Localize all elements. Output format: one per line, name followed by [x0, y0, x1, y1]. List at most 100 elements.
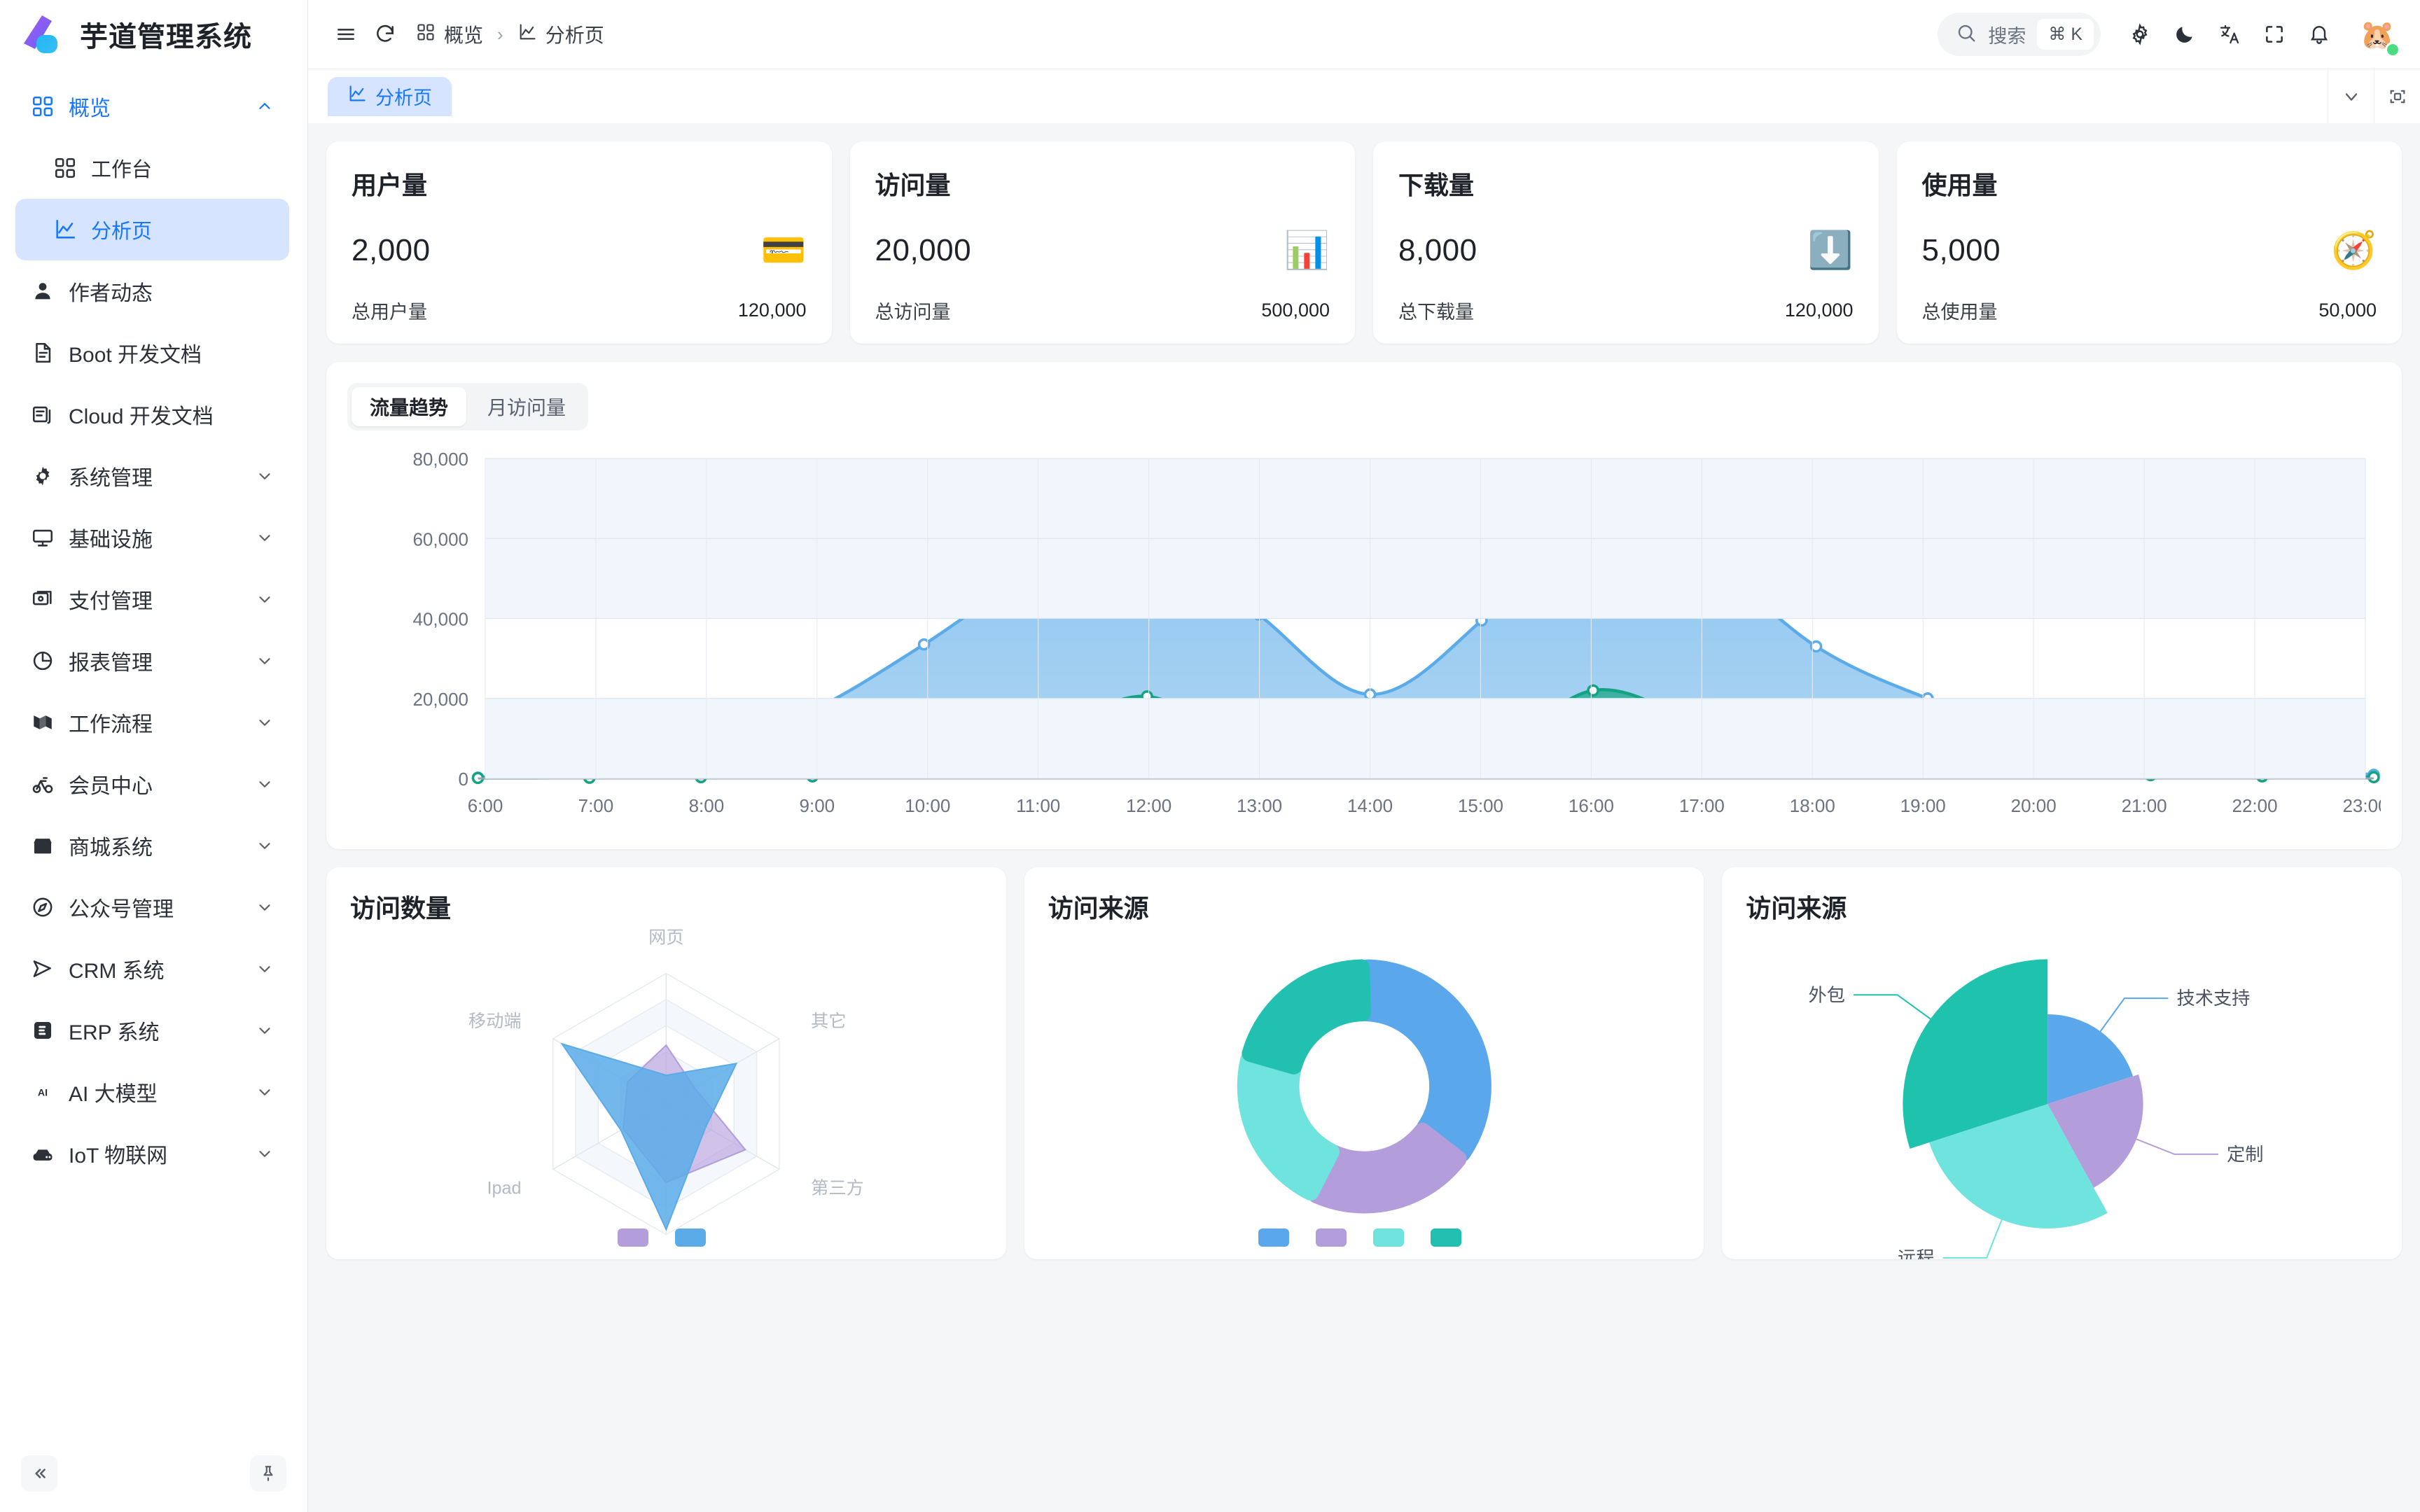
sidebar-item-label: 支付管理	[69, 590, 153, 613]
chevron-down-icon[interactable]	[256, 1021, 274, 1040]
sidebar-item-2[interactable]: 分析页	[15, 199, 289, 260]
sidebar-item-label: IoT 物联网	[69, 1144, 168, 1168]
sidebar-item-0[interactable]: 概览	[15, 76, 289, 137]
svg-text:20,000: 20,000	[412, 689, 468, 710]
wallet-icon	[31, 587, 59, 611]
sidebar-item-15[interactable]: ERP 系统	[15, 1000, 289, 1061]
stat-total-value: 120,000	[737, 300, 807, 321]
legend-swatch	[1316, 1228, 1347, 1247]
breadcrumb-label: 分析页	[545, 24, 604, 46]
pie-label: 技术支持	[2177, 988, 2251, 1009]
svg-text:21:00: 21:00	[2122, 795, 2167, 816]
sidebar-item-11[interactable]: 会员中心	[15, 753, 289, 815]
trend-tab-traffic[interactable]: 流量趋势	[352, 387, 467, 426]
sidebar-item-6[interactable]: 系统管理	[15, 445, 289, 507]
topbar-actions: 搜索 ⌘ K	[1938, 13, 2400, 57]
content: 用户量 2,000 💳 总用户量 120,000 访问量 20,000 📊 总访问量 500,00…	[308, 123, 2420, 1512]
chevron-down-icon[interactable]	[256, 467, 274, 485]
fullscreen-content-icon[interactable]	[2374, 69, 2420, 124]
sidebar-item-label: 系统管理	[69, 467, 153, 490]
sidebar-item-1[interactable]: 工作台	[15, 137, 289, 199]
send-icon	[31, 957, 59, 981]
chevron-down-icon[interactable]	[256, 1144, 274, 1163]
svg-text:16:00: 16:00	[1569, 795, 1614, 816]
legend-item-0[interactable]	[1258, 1228, 1298, 1247]
archive-icon	[31, 402, 59, 426]
stat-value: 5,000	[1921, 233, 2001, 267]
dark-mode-icon[interactable]	[2165, 15, 2204, 54]
chevron-down-icon[interactable]	[256, 960, 274, 978]
legend-item-1[interactable]	[1316, 1228, 1355, 1247]
chevron-down-icon[interactable]	[256, 713, 274, 732]
legend-item-1[interactable]	[675, 1228, 714, 1247]
search-placeholder: 搜索	[1988, 25, 2026, 47]
stat-title: 下载量	[1398, 171, 1475, 200]
chevron-down-icon[interactable]	[256, 898, 274, 916]
legend-item-0[interactable]	[618, 1228, 657, 1247]
chevron-down-icon[interactable]	[256, 528, 274, 547]
sidebar-item-label: Cloud 开发文档	[69, 405, 214, 428]
stat-title: 使用量	[1921, 171, 1998, 200]
fullscreen-icon[interactable]	[2255, 15, 2294, 54]
svg-text:Ipad: Ipad	[487, 1179, 521, 1198]
language-icon[interactable]	[2210, 15, 2249, 54]
tab-analysis[interactable]: 分析页	[328, 76, 452, 116]
stat-value: 20,000	[875, 233, 972, 267]
sidebar-item-4[interactable]: Boot 开发文档	[15, 322, 289, 384]
sidebar-item-9[interactable]: 报表管理	[15, 630, 289, 692]
grid-icon	[31, 94, 59, 118]
sidebar-item-label: 概览	[69, 97, 111, 120]
donut-legend	[1024, 1228, 1704, 1247]
trend-tab-monthly[interactable]: 月访问量	[487, 397, 566, 419]
breadcrumb-item-overview[interactable]: 概览	[416, 20, 483, 48]
refresh-icon[interactable]	[366, 15, 405, 54]
search-input[interactable]: 搜索 ⌘ K	[1938, 13, 2101, 56]
svg-text:15:00: 15:00	[1458, 795, 1503, 816]
sidebar-item-label: 会员中心	[69, 775, 153, 798]
sidebar-item-17[interactable]: IoT 物联网	[15, 1123, 289, 1184]
sidebar-item-10[interactable]: 工作流程	[15, 692, 289, 753]
sidebar-item-5[interactable]: Cloud 开发文档	[15, 384, 289, 445]
chevron-down-icon[interactable]	[256, 775, 274, 793]
sidebar-item-16[interactable]: AI AI 大模型	[15, 1061, 289, 1123]
main-area: 概览 › 分析页	[308, 0, 2420, 1512]
chevron-down-icon[interactable]	[256, 652, 274, 670]
avatar[interactable]: 🐹	[2356, 13, 2400, 57]
chevron-down-icon[interactable]	[256, 1083, 274, 1101]
legend-item-2[interactable]	[1373, 1228, 1412, 1247]
notification-icon[interactable]	[2300, 15, 2339, 54]
sidebar-item-3[interactable]: 作者动态	[15, 260, 289, 322]
svg-text:10:00: 10:00	[905, 795, 950, 816]
shop-icon	[31, 834, 59, 858]
svg-text:13:00: 13:00	[1237, 795, 1282, 816]
sidebar-item-13[interactable]: 公众号管理	[15, 876, 289, 938]
sidebar-item-12[interactable]: 商城系统	[15, 815, 289, 876]
svg-text:第三方: 第三方	[811, 1179, 864, 1198]
chevron-down-icon[interactable]	[256, 836, 274, 855]
settings-icon[interactable]	[2120, 15, 2160, 54]
brand[interactable]: 芋道管理系统	[0, 0, 307, 69]
pie-percent-icon: 📊	[1284, 230, 1330, 271]
pie-label: 外包	[1809, 984, 1845, 1005]
chevron-down-icon[interactable]	[256, 590, 274, 608]
traffic-trend-card: 流量趋势 月访问量 0 20,000 40,000 60,000 80,000 6:00 7…	[326, 362, 2402, 849]
svg-text:网页: 网页	[648, 927, 683, 947]
grid-icon	[416, 22, 436, 47]
breadcrumb-item-analysis[interactable]: 分析页	[517, 20, 604, 48]
credit-card-icon: 💳	[760, 230, 807, 271]
chevron-up-icon[interactable]	[256, 97, 274, 115]
pin-icon[interactable]	[250, 1455, 286, 1492]
collapse-sidebar-button[interactable]	[21, 1455, 57, 1492]
rose-chart: 技术支持 定制 远程 外包	[1722, 927, 2402, 1259]
legend-item-3[interactable]	[1431, 1228, 1470, 1247]
chevron-down-icon[interactable]	[2328, 69, 2374, 124]
svg-text:14:00: 14:00	[1347, 795, 1393, 816]
sidebar-item-8[interactable]: 支付管理	[15, 568, 289, 630]
sidebar-item-label: 商城系统	[69, 836, 153, 860]
sidebar-item-7[interactable]: 基础设施	[15, 507, 289, 568]
sidebar-item-14[interactable]: CRM 系统	[15, 938, 289, 1000]
hamburger-icon[interactable]	[326, 15, 366, 54]
tab-label: 分析页	[375, 88, 432, 108]
